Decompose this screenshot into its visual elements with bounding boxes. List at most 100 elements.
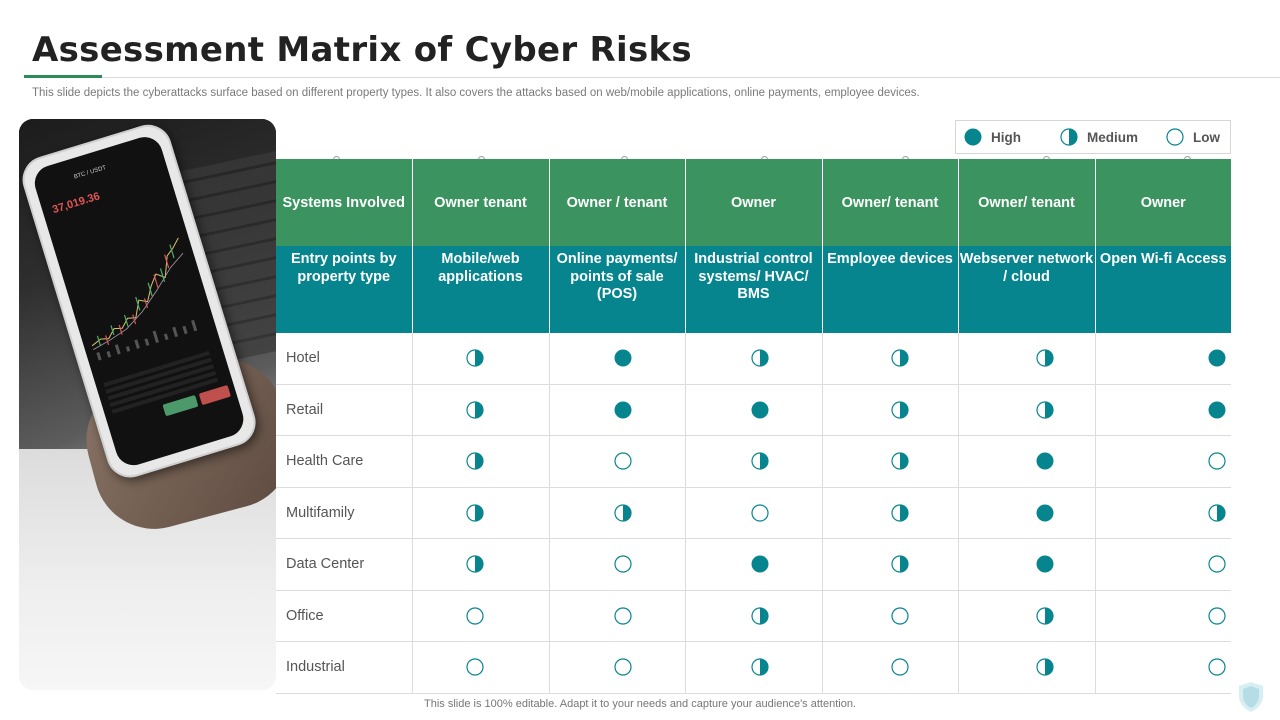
legend-item-high: High bbox=[964, 128, 1048, 146]
medium-risk-icon bbox=[614, 504, 632, 522]
risk-cell bbox=[821, 333, 958, 385]
risk-cell bbox=[684, 333, 822, 385]
medium-risk-icon bbox=[465, 452, 484, 470]
risk-cell bbox=[1094, 333, 1231, 385]
medium-risk-icon bbox=[1035, 401, 1054, 419]
header-cell: Online payments/ points of sale (POS) bbox=[548, 246, 685, 333]
risk-cell bbox=[548, 384, 685, 436]
entry-points-header-row: Entry points by property type Mobile/web… bbox=[276, 246, 1231, 333]
high-risk-icon bbox=[1208, 349, 1226, 367]
risk-cell bbox=[957, 333, 1095, 385]
slide-title: Assessment Matrix of Cyber Risks bbox=[32, 30, 692, 70]
legend: High Medium Low bbox=[955, 120, 1231, 154]
risk-matrix-table: Systems Involved Owner tenant Owner / te… bbox=[276, 159, 1231, 694]
low-risk-icon bbox=[614, 607, 632, 625]
property-type-label: Industrial bbox=[276, 641, 412, 694]
low-risk-icon bbox=[1208, 607, 1226, 625]
header-cell: Owner/ tenant bbox=[821, 159, 958, 246]
sell-button-image bbox=[198, 384, 231, 406]
medium-risk-icon bbox=[465, 349, 484, 367]
low-risk-icon bbox=[614, 658, 632, 676]
matrix-row: Multifamily bbox=[276, 487, 1231, 539]
header-cell: Mobile/web applications bbox=[411, 246, 549, 333]
legend-label-high: High bbox=[991, 129, 1021, 145]
header-cell: Industrial control systems/ HVAC/ BMS bbox=[684, 246, 822, 333]
matrix-row: Data Center bbox=[276, 538, 1231, 591]
high-risk-icon bbox=[614, 349, 632, 367]
medium-risk-icon bbox=[1035, 349, 1054, 367]
medium-risk-icon bbox=[891, 555, 909, 573]
high-risk-icon bbox=[1036, 504, 1054, 522]
property-type-label: Multifamily bbox=[276, 487, 412, 539]
medium-risk-icon bbox=[1060, 128, 1078, 146]
high-risk-icon bbox=[1036, 452, 1054, 470]
medium-risk-icon bbox=[891, 349, 909, 367]
matrix-row: Industrial bbox=[276, 641, 1231, 694]
risk-cell bbox=[957, 384, 1095, 436]
candlestick-chart-image bbox=[91, 237, 198, 361]
matrix-row: Health Care bbox=[276, 435, 1231, 488]
ownership-header-row: Systems Involved Owner tenant Owner / te… bbox=[276, 159, 1231, 246]
property-type-label: Office bbox=[276, 590, 412, 642]
risk-cell bbox=[411, 487, 549, 539]
risk-cell bbox=[1094, 641, 1231, 694]
medium-risk-icon bbox=[465, 401, 484, 419]
risk-cell bbox=[821, 435, 958, 488]
low-risk-icon bbox=[891, 607, 909, 625]
property-type-label: Data Center bbox=[276, 538, 412, 591]
low-risk-icon bbox=[891, 658, 909, 676]
risk-cell bbox=[821, 590, 958, 642]
medium-risk-icon bbox=[1035, 658, 1054, 676]
low-risk-icon bbox=[1208, 452, 1226, 470]
title-divider bbox=[24, 77, 1280, 78]
header-cell: Owner bbox=[1094, 159, 1231, 246]
risk-cell bbox=[957, 538, 1095, 591]
phone-trading-photo: BTC / USDT 37,019.36 bbox=[19, 119, 276, 690]
high-risk-icon bbox=[1208, 401, 1226, 419]
risk-cell bbox=[684, 384, 822, 436]
medium-risk-icon bbox=[465, 555, 484, 573]
risk-cell bbox=[684, 435, 822, 488]
risk-cell bbox=[821, 538, 958, 591]
risk-cell bbox=[411, 384, 549, 436]
header-cell: Open Wi-fi Access bbox=[1094, 246, 1231, 333]
medium-risk-icon bbox=[891, 452, 909, 470]
matrix-row: Retail bbox=[276, 384, 1231, 436]
header-cell: Entry points by property type bbox=[276, 246, 412, 333]
header-cell: Systems Involved bbox=[276, 159, 412, 246]
medium-risk-icon bbox=[750, 452, 769, 470]
risk-cell bbox=[548, 487, 685, 539]
risk-cell bbox=[684, 590, 822, 642]
header-cell: Owner/ tenant bbox=[957, 159, 1095, 246]
risk-cell bbox=[411, 538, 549, 591]
risk-cell bbox=[957, 435, 1095, 488]
matrix-row: Office bbox=[276, 590, 1231, 642]
header-cell: Owner tenant bbox=[411, 159, 549, 246]
medium-risk-icon bbox=[891, 401, 909, 419]
medium-risk-icon bbox=[1035, 607, 1054, 625]
phone-price: 37,019.36 bbox=[51, 190, 102, 217]
risk-cell bbox=[1094, 435, 1231, 488]
risk-cell bbox=[548, 590, 685, 642]
risk-cell bbox=[548, 435, 685, 488]
risk-cell bbox=[1094, 538, 1231, 591]
risk-cell bbox=[411, 435, 549, 488]
phone-ticker: BTC / USDT bbox=[73, 165, 107, 181]
risk-cell bbox=[548, 538, 685, 591]
risk-cell bbox=[684, 641, 822, 694]
medium-risk-icon bbox=[750, 349, 769, 367]
medium-risk-icon bbox=[1208, 504, 1226, 522]
risk-cell bbox=[684, 538, 822, 591]
risk-cell bbox=[1094, 487, 1231, 539]
phone-screen: BTC / USDT 37,019.36 bbox=[30, 132, 248, 470]
risk-cell bbox=[411, 590, 549, 642]
low-risk-icon bbox=[614, 555, 632, 573]
legend-label-low: Low bbox=[1193, 129, 1220, 145]
risk-cell bbox=[821, 641, 958, 694]
legend-label-medium: Medium bbox=[1087, 129, 1139, 145]
legend-item-low: Low bbox=[1166, 128, 1220, 146]
buy-button-image bbox=[162, 394, 199, 417]
smartphone: BTC / USDT 37,019.36 bbox=[19, 119, 262, 484]
risk-cell bbox=[1094, 384, 1231, 436]
medium-risk-icon bbox=[891, 504, 909, 522]
